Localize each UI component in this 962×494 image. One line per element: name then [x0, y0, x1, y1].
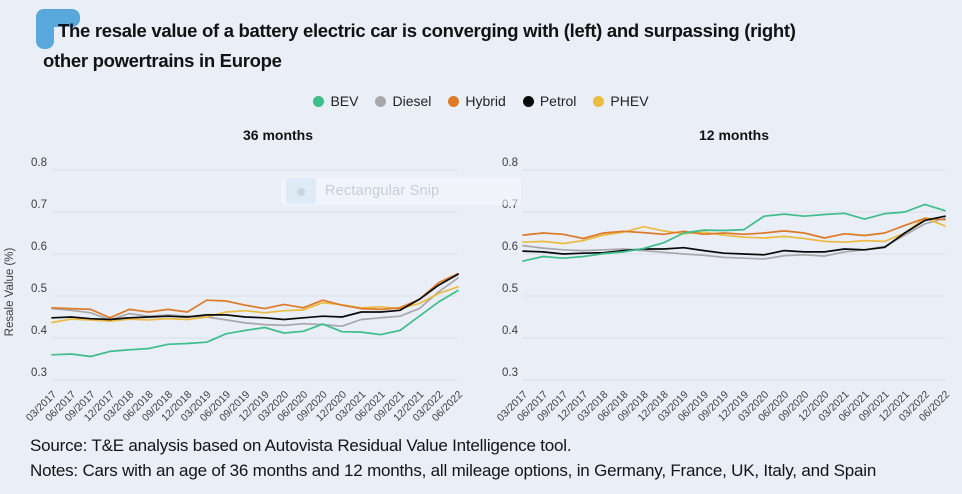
- y-tick-label: 0.6: [502, 241, 518, 253]
- y-axis-title: Resale Value (%): [4, 248, 16, 337]
- chart-canvas-36-months: 0.30.40.50.60.70.803/201706/201709/20171…: [4, 157, 465, 424]
- legend-item-phev: PHEV: [593, 93, 649, 109]
- legend-label-bev: BEV: [330, 93, 359, 109]
- y-tick-label: 0.6: [31, 241, 47, 253]
- legend-dot-phev-icon: [593, 95, 605, 107]
- series-line-petrol: [522, 215, 946, 256]
- page-title-line2: other powertrains in Europe: [43, 50, 282, 71]
- corner-bracket-icon: [36, 9, 80, 49]
- series-line-diesel: [51, 277, 459, 328]
- legend-label-hybrid: Hybrid: [465, 93, 506, 109]
- snip-mode-icon: [297, 188, 305, 196]
- y-tick-label: 0.3: [502, 367, 518, 379]
- footer-notes: Source: T&E analysis based on Autovista …: [30, 433, 876, 483]
- y-tick-label: 0.8: [502, 157, 518, 169]
- series-line-bev: [522, 203, 946, 262]
- legend-item-bev: BEV: [313, 93, 358, 109]
- chart-legend: BEV Diesel Hybrid Petrol PHEV: [0, 93, 962, 109]
- source-note: Source: T&E analysis based on Autovista …: [30, 436, 572, 455]
- series-line-petrol: [51, 273, 459, 321]
- page-title-line1: The resale value of a battery electric c…: [58, 20, 796, 41]
- legend-label-petrol: Petrol: [539, 93, 577, 109]
- chart-title-36-months: 36 months: [242, 127, 313, 143]
- series-line-bev: [51, 289, 459, 358]
- y-tick-label: 0.8: [31, 157, 47, 169]
- legend-item-diesel: Diesel: [375, 93, 431, 109]
- y-tick-label: 0.5: [31, 283, 47, 295]
- y-tick-label: 0.4: [502, 325, 519, 337]
- methodology-note: Notes: Cars with an age of 36 months and…: [30, 461, 877, 480]
- series-line-hybrid: [522, 217, 946, 240]
- y-tick-label: 0.5: [502, 283, 518, 295]
- legend-label-phev: PHEV: [610, 93, 649, 109]
- snip-overlay-label: Rectangular Snip: [325, 183, 440, 199]
- y-tick-label: 0.4: [31, 325, 48, 337]
- series-line-phev: [522, 217, 946, 245]
- legend-dot-petrol-icon: [522, 95, 534, 107]
- legend-item-petrol: Petrol: [522, 93, 577, 109]
- chart-36-months: 36 months 0.3 0.4 0.5 0.6 0.7 0.8 03/2017 06/20…: [0, 120, 480, 460]
- legend-item-hybrid: Hybrid: [448, 93, 506, 109]
- legend-label-diesel: Diesel: [392, 93, 432, 109]
- snip-mode-box: [286, 178, 316, 204]
- y-tick-label: 0.7: [31, 199, 47, 211]
- legend-dot-bev-icon: [313, 95, 325, 107]
- chart-12-months: 12 months 0.3 0.4 0.5 0.6 0.7 0.8 03/2017 06/20…: [480, 120, 962, 460]
- series-line-hybrid: [51, 272, 459, 319]
- chart-canvas-12-months: 0.30.40.50.60.70.803/201706/201709/20171…: [495, 157, 952, 424]
- rectangular-snip-overlay[interactable]: Rectangular Snip: [281, 177, 521, 205]
- chart-title-12-months: 12 months: [698, 127, 769, 143]
- legend-dot-diesel-icon: [375, 95, 387, 107]
- y-tick-label: 0.3: [31, 367, 47, 379]
- legend-dot-hybrid-icon: [448, 95, 460, 107]
